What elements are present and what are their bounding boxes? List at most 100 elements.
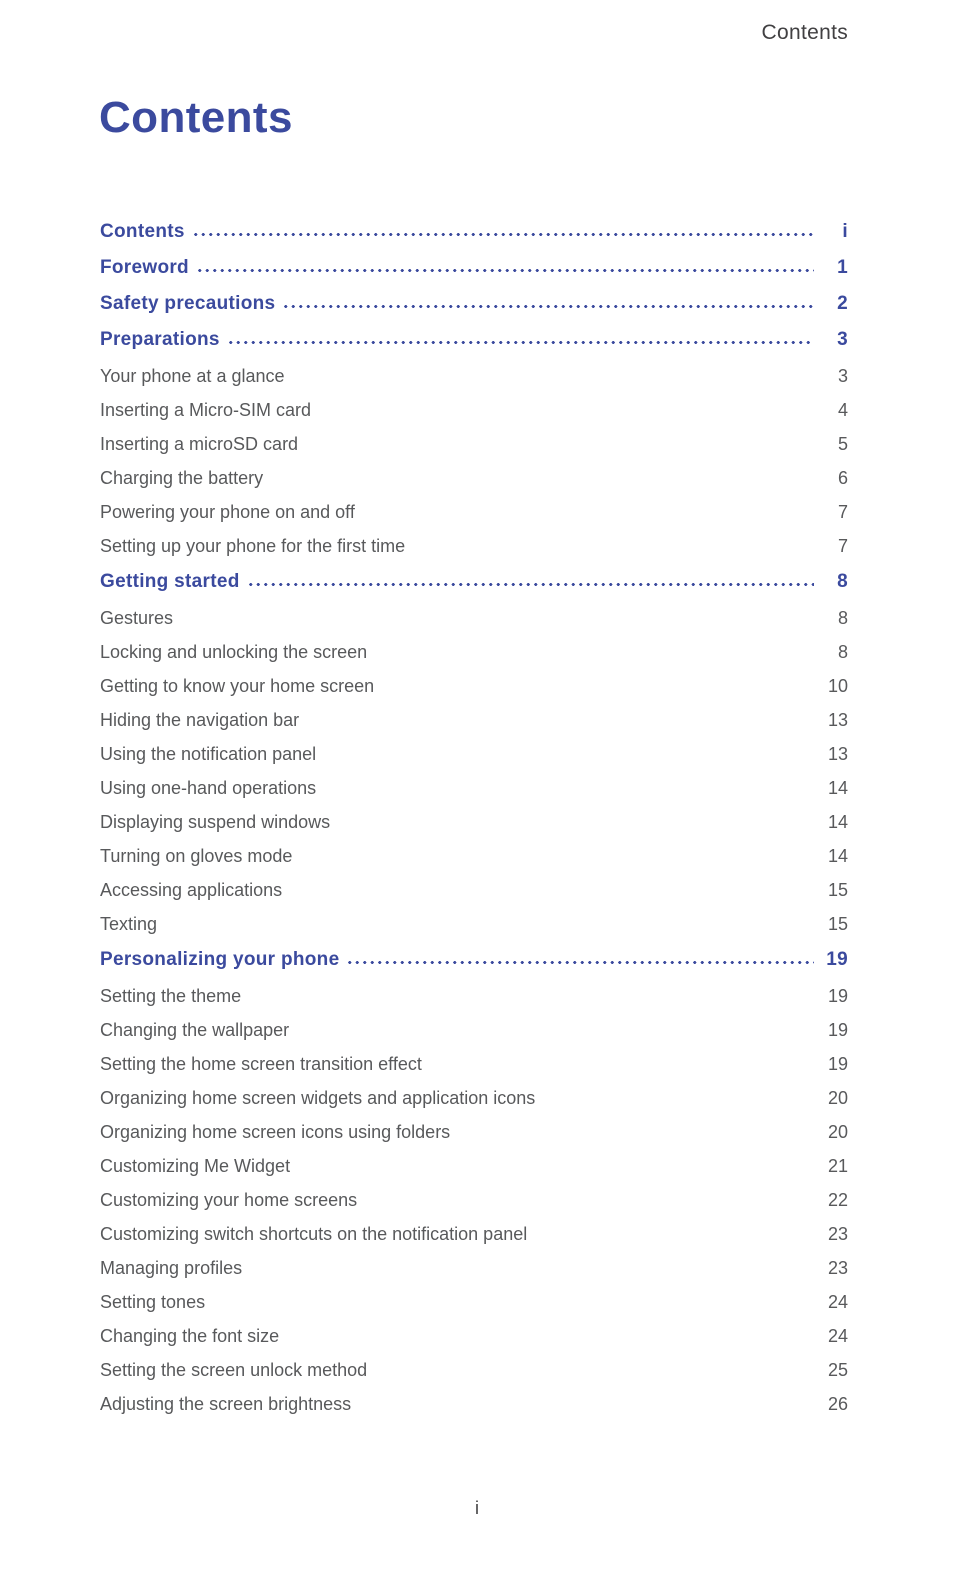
toc-page-number: 5 xyxy=(837,434,848,454)
toc-entry[interactable]: Changing the font size 24 xyxy=(100,1319,848,1353)
toc-entry[interactable]: Adjusting the screen brightness 26 xyxy=(100,1387,848,1421)
toc-leader-spacer xyxy=(358,1405,814,1410)
toc-entry-label: Inserting a Micro-SIM card xyxy=(100,400,312,420)
toc-entry[interactable]: Texting 15 xyxy=(100,907,848,941)
toc-entry-label: Safety precautions xyxy=(100,293,276,314)
toc-leader-spacer xyxy=(164,925,814,930)
toc-entry[interactable]: Setting the home screen transition effec… xyxy=(100,1047,848,1081)
toc-entry-label: Managing profiles xyxy=(100,1258,243,1278)
toc-entry-label: Charging the battery xyxy=(100,468,264,488)
toc-entry[interactable]: Preparations 3 xyxy=(100,323,848,357)
toc-entry-label: Foreword xyxy=(100,257,189,278)
toc-page-number: 10 xyxy=(827,676,848,696)
toc-entry-label: Powering your phone on and off xyxy=(100,502,355,522)
toc-page-number: 22 xyxy=(827,1190,848,1210)
toc-leader-spacer xyxy=(297,1167,814,1172)
toc-entry-label: Adjusting the screen brightness xyxy=(100,1394,352,1414)
toc-entry[interactable]: Your phone at a glance 3 xyxy=(100,359,848,393)
toc-entry[interactable]: Setting the theme 19 xyxy=(100,979,848,1013)
toc-leader-spacer xyxy=(364,1201,814,1206)
toc-leader-spacer xyxy=(323,789,814,794)
toc-page-number: 26 xyxy=(827,1394,848,1414)
toc-entry-label: Organizing home screen icons using folde… xyxy=(100,1122,451,1142)
toc-leader-spacer xyxy=(292,377,815,382)
toc-entry-label: Gestures xyxy=(100,608,174,628)
toc-entry[interactable]: Accessing applications 15 xyxy=(100,873,848,907)
toc-page-number: 7 xyxy=(837,536,848,556)
toc-entry[interactable]: Managing profiles 23 xyxy=(100,1251,848,1285)
toc-entry-label: Contents xyxy=(100,221,185,242)
toc-entry[interactable]: Setting up your phone for the first time… xyxy=(100,529,848,563)
toc-leader-dots xyxy=(346,960,814,965)
toc-page-number: 23 xyxy=(827,1224,848,1244)
toc-entry-label: Personalizing your phone xyxy=(100,949,340,970)
toc-page-number: 19 xyxy=(827,1054,848,1074)
toc-page-number: 8 xyxy=(837,608,848,628)
toc-entry[interactable]: Powering your phone on and off 7 xyxy=(100,495,848,529)
toc-entry[interactable]: Inserting a microSD card 5 xyxy=(100,427,848,461)
toc-entry-label: Using the notification panel xyxy=(100,744,317,764)
toc-leader-spacer xyxy=(305,445,814,450)
toc-entry[interactable]: Foreword 1 xyxy=(100,251,848,285)
toc-page-number: 15 xyxy=(827,880,848,900)
toc-leader-spacer xyxy=(180,619,814,624)
toc-leader-dots xyxy=(191,232,814,237)
toc-entry[interactable]: Organizing home screen icons using folde… xyxy=(100,1115,848,1149)
toc-leader-spacer xyxy=(374,653,814,658)
toc-page-number: 14 xyxy=(827,812,848,832)
toc-leader-spacer xyxy=(381,687,814,692)
toc-leader-spacer xyxy=(318,411,814,416)
toc-entry[interactable]: Customizing switch shortcuts on the noti… xyxy=(100,1217,848,1251)
toc-entry[interactable]: Personalizing your phone 19 xyxy=(100,943,848,977)
toc-entry-label: Getting started xyxy=(100,571,240,592)
toc-entry[interactable]: Organizing home screen widgets and appli… xyxy=(100,1081,848,1115)
toc-entry[interactable]: Changing the wallpaper 19 xyxy=(100,1013,848,1047)
toc-page-number: i xyxy=(842,221,848,242)
toc-entry[interactable]: Customizing your home screens 22 xyxy=(100,1183,848,1217)
toc-entry-label: Changing the font size xyxy=(100,1326,280,1346)
toc-leader-spacer xyxy=(429,1065,814,1070)
toc-entry[interactable]: Displaying suspend windows 14 xyxy=(100,805,848,839)
toc-entry[interactable]: Inserting a Micro-SIM card 4 xyxy=(100,393,848,427)
toc-entry[interactable]: Locking and unlocking the screen 8 xyxy=(100,635,848,669)
toc-leader-dots xyxy=(282,304,814,309)
toc-entry[interactable]: Setting tones 24 xyxy=(100,1285,848,1319)
toc-entry-label: Inserting a microSD card xyxy=(100,434,299,454)
toc-page-number: 19 xyxy=(827,986,848,1006)
toc-entry-label: Setting up your phone for the first time xyxy=(100,536,406,556)
toc-entry[interactable]: Safety precautions 2 xyxy=(100,287,848,321)
toc-entry[interactable]: Turning on gloves mode 14 xyxy=(100,839,848,873)
toc-leader-spacer xyxy=(412,547,814,552)
toc-entry-label: Setting the theme xyxy=(100,986,242,1006)
toc-entry[interactable]: Charging the battery 6 xyxy=(100,461,848,495)
toc-entry-label: Displaying suspend windows xyxy=(100,812,331,832)
footer-page-number: i xyxy=(475,1498,479,1518)
toc-entry[interactable]: Hiding the navigation bar 13 xyxy=(100,703,848,737)
toc-leader-spacer xyxy=(306,721,814,726)
toc-page-number: 7 xyxy=(837,502,848,522)
toc-page-number: 13 xyxy=(827,744,848,764)
toc-entry[interactable]: Customizing Me Widget 21 xyxy=(100,1149,848,1183)
toc-entry[interactable]: Setting the screen unlock method 25 xyxy=(100,1353,848,1387)
toc-entry[interactable]: Contents i xyxy=(100,215,848,249)
toc-page-number: 25 xyxy=(827,1360,848,1380)
toc-leader-spacer xyxy=(212,1303,814,1308)
toc-entry[interactable]: Using one-hand operations 14 xyxy=(100,771,848,805)
toc-leader-spacer xyxy=(270,479,814,484)
toc-page-number: 21 xyxy=(827,1156,848,1176)
toc-page-number: 19 xyxy=(826,949,848,970)
toc-entry-label: Setting the home screen transition effec… xyxy=(100,1054,422,1074)
toc-entry-label: Using one-hand operations xyxy=(100,778,317,798)
toc-leader-spacer xyxy=(534,1235,814,1240)
toc-page-number: 24 xyxy=(827,1326,848,1346)
toc-entry-label: Setting tones xyxy=(100,1292,206,1312)
toc-entry[interactable]: Getting to know your home screen 10 xyxy=(100,669,848,703)
page-title: Contents xyxy=(99,93,293,142)
toc-leader-spacer xyxy=(296,1031,814,1036)
toc-page-number: 19 xyxy=(827,1020,848,1040)
toc-list: Contents i Foreword 1 Safety precautions 2 Pre… xyxy=(100,213,848,1421)
toc-entry[interactable]: Getting started 8 xyxy=(100,565,848,599)
toc-entry[interactable]: Gestures 8 xyxy=(100,601,848,635)
toc-entry[interactable]: Using the notification panel 13 xyxy=(100,737,848,771)
toc-page-number: 15 xyxy=(827,914,848,934)
